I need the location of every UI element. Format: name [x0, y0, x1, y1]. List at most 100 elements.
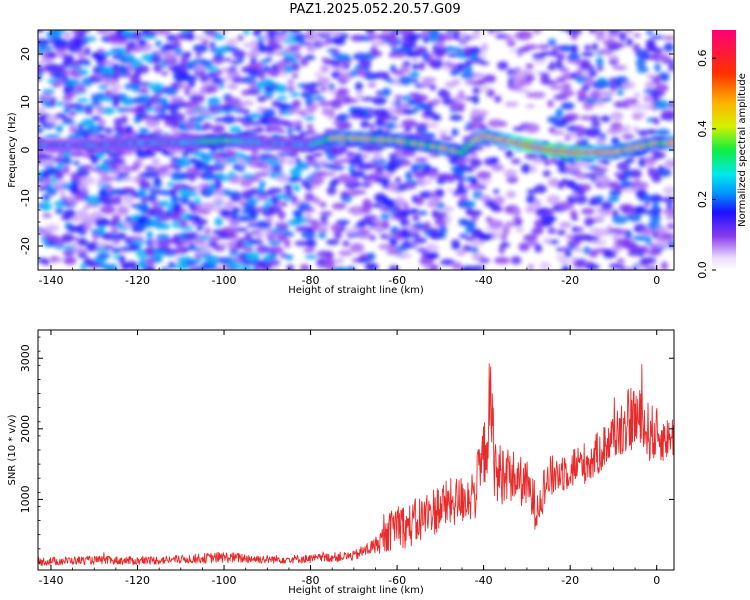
heatmap-cell [649, 194, 663, 203]
heatmap-cell [493, 195, 505, 206]
heatmap-cell [328, 108, 335, 118]
heatmap-cell [188, 200, 196, 210]
heatmap-cell [57, 161, 64, 171]
x-tick-label: -80 [302, 274, 320, 287]
heatmap-cell [41, 89, 55, 95]
heatmap-cell [504, 221, 517, 228]
heatmap-cell [340, 190, 350, 200]
heatmap-cell [594, 215, 605, 221]
heatmap-cell [421, 52, 431, 61]
heatmap-cell [292, 59, 299, 64]
heatmap-cell [664, 159, 674, 168]
heatmap-cell [304, 192, 314, 197]
heatmap-cell [68, 111, 77, 116]
heatmap-cell [304, 54, 316, 61]
heatmap-cell [62, 156, 72, 165]
heatmap-cell [505, 149, 514, 158]
heatmap-cell [330, 71, 342, 79]
heatmap-cell [558, 68, 570, 72]
heatmap-cell [355, 90, 364, 99]
heatmap-cell [431, 98, 442, 103]
heatmap-cell [188, 30, 195, 34]
heatmap-cell [255, 220, 272, 229]
heatmap-cell [38, 58, 54, 64]
chart-title: PAZ1.2025.052.20.57.G09 [289, 2, 461, 17]
heatmap-cell [121, 97, 136, 106]
heatmap-cell [319, 211, 333, 216]
heatmap-cell [242, 216, 258, 222]
heatmap-cell [145, 101, 153, 108]
heatmap-cell [360, 153, 370, 160]
heatmap-cell [555, 254, 566, 260]
heatmap-cell [644, 81, 656, 89]
heatmap-cell [303, 248, 315, 253]
heatmap-cell [218, 84, 225, 89]
heatmap-cell [442, 206, 454, 212]
heatmap-cell [623, 30, 634, 34]
heatmap-cell [609, 189, 622, 196]
heatmap-cell [574, 172, 589, 180]
heatmap-cell [231, 206, 241, 214]
heatmap-cell [67, 91, 79, 97]
heatmap-cell [412, 62, 419, 71]
heatmap-cell [657, 53, 671, 61]
heatmap-cell [666, 223, 674, 230]
heatmap-cell [473, 30, 481, 34]
heatmap-cell [429, 264, 439, 270]
colorbar-tick-label: 0.4 [696, 120, 709, 138]
heatmap-cell [611, 136, 620, 146]
heatmap-cell [345, 151, 356, 158]
heatmap-cell [492, 229, 502, 240]
heatmap-cell [248, 208, 259, 218]
heatmap-cell [291, 99, 301, 109]
heatmap-cell [382, 71, 390, 79]
heatmap-cell [604, 97, 612, 102]
heatmap-cell [259, 180, 266, 189]
heatmap-cell [138, 82, 152, 87]
heatmap-cell [71, 217, 81, 222]
heatmap-cell [533, 198, 542, 208]
heatmap-cell [456, 162, 468, 173]
heatmap-cell [494, 95, 502, 103]
heatmap-cell [332, 177, 340, 186]
heatmap-cell [213, 117, 226, 122]
heatmap-cell [358, 113, 375, 120]
heatmap-cell [297, 161, 311, 170]
heatmap-cell [38, 106, 46, 116]
heatmap-cell [526, 194, 536, 205]
heatmap-cell [205, 65, 219, 71]
heatmap-cell [117, 172, 130, 178]
heatmap-cell [649, 214, 662, 222]
heatmap-cell [294, 124, 303, 132]
heatmap-cell [480, 42, 489, 52]
heatmap-cell [547, 65, 557, 71]
y-tick-label: 10 [19, 95, 32, 109]
heatmap-cell [367, 33, 380, 40]
heatmap-cell [38, 126, 44, 134]
heatmap-cell [39, 157, 55, 167]
heatmap-cell [242, 76, 257, 84]
heatmap-cell [660, 109, 674, 118]
heatmap-cell [180, 195, 190, 205]
heatmap-cell [516, 30, 533, 41]
heatmap-cell [101, 107, 115, 115]
heatmap-cell [59, 191, 66, 198]
heatmap-cell [333, 37, 346, 46]
heatmap-cell [38, 185, 46, 192]
heatmap-cell [219, 30, 231, 33]
heatmap-cell [655, 226, 668, 233]
heatmap-cell [540, 51, 553, 56]
heatmap-cell [227, 83, 239, 90]
heatmap-cell [110, 227, 119, 234]
heatmap-cell [211, 124, 226, 134]
heatmap-cell [207, 97, 221, 106]
heatmap-cell [487, 119, 504, 128]
heatmap-cell [633, 92, 641, 98]
heatmap-cell [462, 245, 473, 252]
heatmap-cell [312, 198, 322, 205]
heatmap-cell [290, 195, 298, 204]
heatmap-cell [621, 133, 635, 140]
heatmap-cell [331, 60, 342, 66]
heatmap-cell [82, 36, 97, 42]
heatmap-cell [258, 71, 266, 81]
